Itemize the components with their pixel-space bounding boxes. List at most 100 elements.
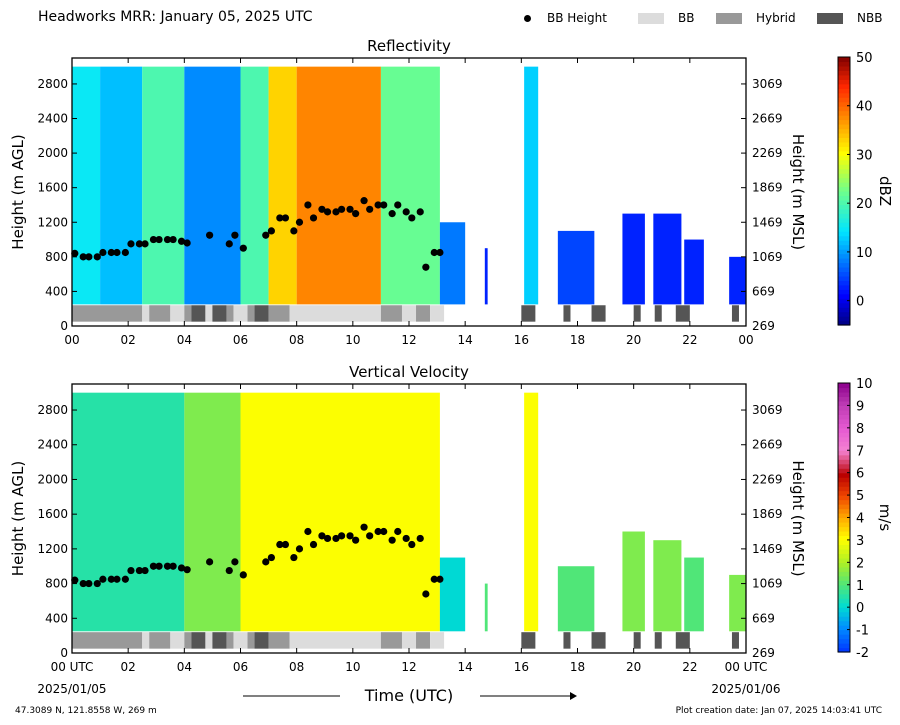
bb-type-segment — [254, 305, 269, 322]
x-tick-label: 22 — [682, 333, 697, 347]
heatmap-column — [729, 256, 746, 305]
bb-height-point — [149, 235, 158, 244]
heatmap-column — [296, 66, 381, 305]
colorbar-step — [838, 396, 850, 402]
heatmap-column — [653, 540, 682, 632]
bb-type-segment — [401, 632, 417, 649]
bb-type-segment — [430, 305, 445, 322]
bb-type-segment — [731, 305, 739, 322]
colorbar-step — [838, 602, 850, 608]
bb-height-point — [267, 553, 275, 562]
legend-bb-height: BB Height — [524, 11, 607, 25]
bb-type-segment — [416, 305, 431, 322]
colorbar-step — [838, 593, 850, 599]
heatmap-column — [729, 574, 746, 632]
bb-type-segment — [654, 632, 662, 649]
bb-height-point — [99, 248, 107, 257]
y-tick-label: 2400 — [37, 438, 68, 452]
bb-height-point — [360, 523, 368, 531]
bb-height-point — [262, 558, 270, 566]
bb-height-point — [430, 248, 438, 257]
bb-type-segment — [268, 305, 290, 322]
colorbar-step — [838, 253, 850, 259]
y-tick-label: 2400 — [37, 112, 68, 126]
x-tick-label: 14 — [458, 660, 473, 674]
colorbar-step — [838, 320, 850, 326]
colorbar-step — [838, 625, 850, 631]
bb-height-point — [388, 536, 396, 544]
bb-height-point — [177, 237, 186, 245]
colorbar-step — [838, 222, 850, 228]
x-tick-label: 14 — [458, 333, 473, 347]
colorbar-tick-label: 20 — [856, 197, 873, 212]
bb-height-point — [394, 527, 402, 536]
y-tick-label-right: 1069 — [752, 250, 783, 264]
colorbar-tick-label: 0 — [856, 601, 864, 616]
bb-type-segment — [289, 305, 381, 322]
bb-height-point — [141, 566, 149, 575]
bb-type-segment — [142, 632, 150, 649]
y-axis-label: Height (m AGL) — [9, 461, 27, 576]
bb-type-segment — [633, 305, 641, 322]
colorbar-step — [838, 119, 850, 125]
x-tick-label: 20 — [626, 660, 641, 674]
bb-height-point — [304, 527, 312, 536]
y-tick-label: 400 — [45, 284, 68, 298]
colorbar-step — [838, 387, 850, 393]
colorbar-step — [838, 432, 850, 438]
colorbar-step — [838, 231, 850, 237]
plot-creation-date: Plot creation date: Jan 07, 2025 14:03:4… — [675, 706, 882, 716]
bb-height-point — [295, 545, 304, 553]
colorbar-step — [838, 88, 850, 94]
bb-type-segment — [247, 305, 255, 322]
colorbar-step — [838, 611, 850, 617]
y-tick-label: 800 — [45, 250, 68, 264]
colorbar-step — [838, 74, 850, 80]
bb-height-point — [79, 253, 87, 261]
bb-type-segment — [184, 632, 192, 649]
bb-height-marker-icon — [524, 14, 531, 22]
bb-height-point — [416, 208, 424, 216]
colorbar-step — [838, 454, 850, 460]
bb-height-point — [416, 534, 424, 543]
colorbar-step — [838, 643, 850, 649]
colorbar-step — [838, 445, 850, 451]
bb-type-segment — [170, 305, 185, 322]
legend-bb: BB — [638, 11, 694, 25]
colorbar-step — [838, 249, 850, 255]
y-tick-label: 0 — [60, 319, 68, 333]
y-tick-label: 1200 — [37, 215, 68, 229]
y-tick-label: 1200 — [37, 542, 68, 556]
y-axis-label-right: Height (m MSL) — [789, 134, 807, 250]
heatmap-column — [142, 66, 185, 305]
bb-height-point — [127, 240, 135, 248]
bb-height-point — [374, 201, 382, 209]
bb-type-segment — [563, 632, 571, 649]
y-tick-label-right: 1869 — [752, 181, 783, 195]
y-tick-label-right: 669 — [752, 611, 775, 625]
bb-height-point — [366, 532, 374, 540]
colorbar-step — [838, 208, 850, 214]
x-axis-label: Time (UTC) — [364, 686, 453, 705]
x-tick-label: 02 — [121, 333, 136, 347]
bb-type-segment — [521, 632, 536, 649]
colorbar-step — [838, 441, 850, 447]
bb-height-point — [239, 571, 247, 579]
colorbar-step — [838, 311, 850, 317]
colorbar-step — [838, 92, 850, 98]
colorbar-step — [838, 521, 850, 528]
colorbar-step — [838, 562, 850, 568]
x-tick-label: 10 — [345, 333, 360, 347]
colorbar-step — [838, 418, 850, 424]
heatmap-column — [240, 66, 269, 305]
colorbar-step — [838, 495, 850, 501]
colorbar-step — [838, 83, 850, 89]
colorbar-step — [838, 244, 850, 250]
x-tick-label: 22 — [682, 660, 697, 674]
bb-type-segment — [247, 632, 255, 649]
bb-type-segment — [380, 305, 402, 322]
bb-height-point — [206, 231, 214, 239]
colorbar-step — [838, 173, 850, 179]
bb-height-point — [231, 231, 239, 239]
bb-type-segment — [226, 305, 234, 322]
